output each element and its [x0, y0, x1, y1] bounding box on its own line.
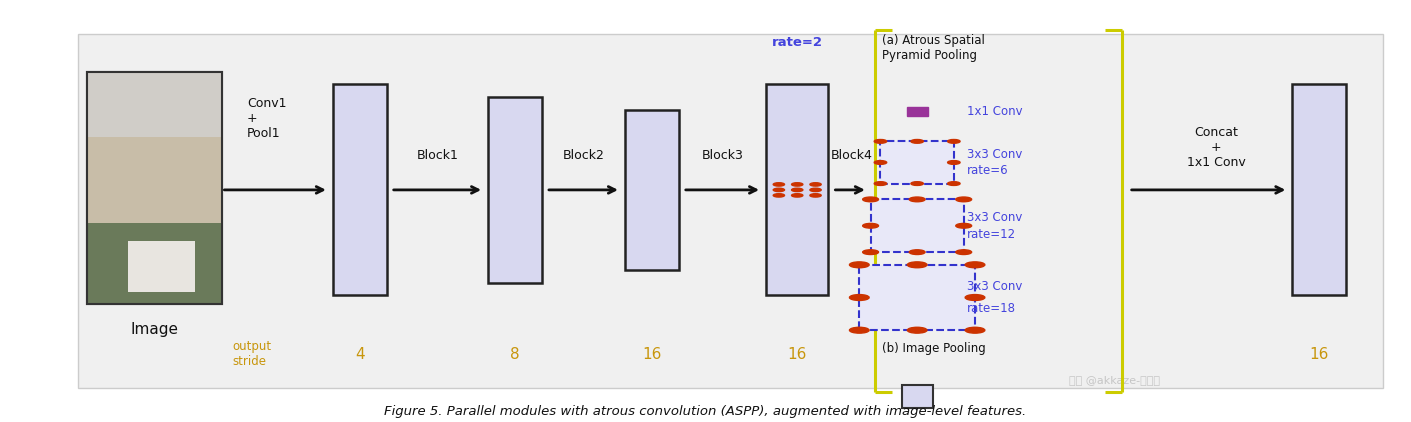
Circle shape	[875, 161, 886, 164]
Text: Block4: Block4	[831, 149, 872, 162]
Circle shape	[955, 223, 972, 228]
Circle shape	[773, 183, 785, 186]
Circle shape	[907, 327, 927, 333]
Bar	[87, 222, 222, 304]
Text: 1x1 Conv: 1x1 Conv	[967, 106, 1022, 118]
Text: (b) Image Pooling: (b) Image Pooling	[882, 342, 986, 354]
Bar	[902, 385, 933, 408]
Circle shape	[875, 182, 886, 185]
Text: 16: 16	[642, 347, 662, 362]
FancyBboxPatch shape	[766, 84, 828, 295]
Circle shape	[773, 194, 785, 197]
Text: Image: Image	[130, 322, 179, 337]
Text: Figure 5. Parallel modules with atrous convolution (ASPP), augmented with image-: Figure 5. Parallel modules with atrous c…	[384, 405, 1027, 418]
Text: rate=12: rate=12	[967, 228, 1016, 241]
Bar	[880, 141, 954, 184]
Circle shape	[948, 182, 959, 185]
Circle shape	[849, 327, 869, 333]
Text: rate=18: rate=18	[967, 302, 1016, 314]
Circle shape	[909, 197, 926, 202]
Text: 3x3 Conv: 3x3 Conv	[967, 211, 1022, 224]
Text: Concat
+
1x1 Conv: Concat + 1x1 Conv	[1187, 126, 1246, 169]
Circle shape	[792, 188, 803, 192]
Circle shape	[862, 197, 879, 202]
Circle shape	[773, 188, 785, 192]
Text: Block1: Block1	[416, 149, 459, 162]
Circle shape	[907, 262, 927, 268]
Bar	[87, 130, 222, 222]
Circle shape	[955, 250, 972, 254]
Text: rate=2: rate=2	[772, 36, 823, 49]
Bar	[87, 72, 222, 304]
Text: 3x3 Conv: 3x3 Conv	[967, 149, 1022, 161]
Circle shape	[792, 194, 803, 197]
Text: 16: 16	[787, 347, 807, 362]
Bar	[871, 199, 964, 252]
Circle shape	[862, 223, 879, 228]
Circle shape	[912, 182, 923, 185]
Circle shape	[849, 262, 869, 268]
Bar	[127, 241, 195, 292]
Text: (a) Atrous Spatial
Pyramid Pooling: (a) Atrous Spatial Pyramid Pooling	[882, 34, 985, 62]
FancyBboxPatch shape	[625, 110, 679, 270]
Circle shape	[810, 194, 821, 197]
FancyBboxPatch shape	[78, 34, 1383, 388]
Bar	[87, 72, 222, 304]
FancyBboxPatch shape	[333, 84, 387, 295]
Circle shape	[792, 183, 803, 186]
Circle shape	[965, 327, 985, 333]
Text: Block3: Block3	[701, 149, 744, 162]
Text: 16: 16	[1309, 347, 1329, 362]
Text: 4: 4	[356, 347, 364, 362]
FancyBboxPatch shape	[488, 97, 542, 283]
Circle shape	[909, 250, 926, 254]
Bar	[87, 72, 222, 137]
Circle shape	[810, 183, 821, 186]
Text: rate=6: rate=6	[967, 164, 1009, 176]
Text: 3x3 Conv: 3x3 Conv	[967, 281, 1022, 293]
Circle shape	[948, 140, 959, 143]
Text: 8: 8	[511, 347, 519, 362]
Text: output
stride: output stride	[233, 341, 272, 368]
Bar	[859, 265, 975, 330]
Text: Conv1
+
Pool1: Conv1 + Pool1	[247, 97, 286, 140]
Circle shape	[849, 295, 869, 300]
Circle shape	[955, 197, 972, 202]
Circle shape	[965, 262, 985, 268]
Text: Block2: Block2	[563, 149, 604, 162]
Text: 知乎 @akkaze-郑安坤: 知乎 @akkaze-郑安坤	[1070, 375, 1160, 385]
Circle shape	[875, 140, 886, 143]
Circle shape	[810, 188, 821, 192]
Circle shape	[965, 295, 985, 300]
Bar	[907, 107, 928, 116]
Circle shape	[948, 161, 959, 164]
FancyBboxPatch shape	[1292, 84, 1346, 295]
Circle shape	[912, 140, 923, 143]
Circle shape	[862, 250, 879, 254]
